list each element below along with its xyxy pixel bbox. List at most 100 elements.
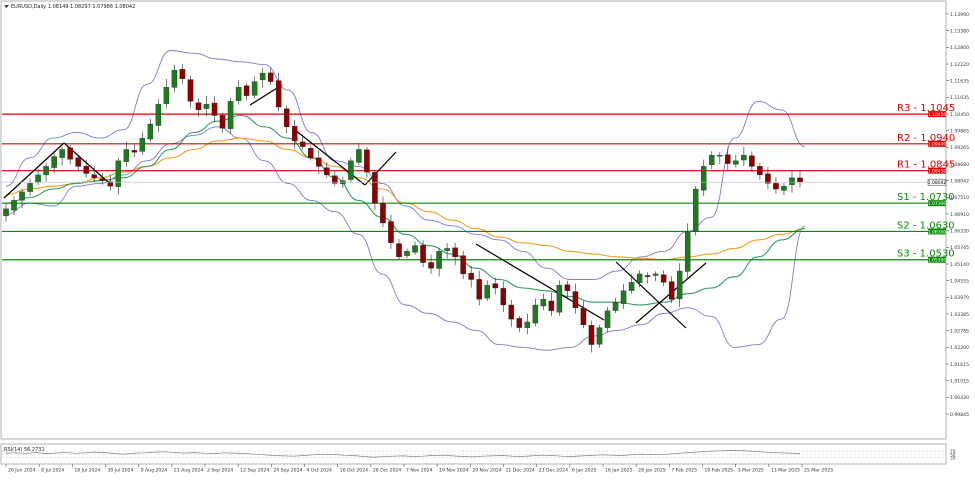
y-tick-label-16: 1.04555 bbox=[950, 278, 969, 284]
x-tick-label-23: 13 Mar 2025 bbox=[771, 468, 800, 474]
x-tick-label-14: 29 Nov 2024 bbox=[472, 468, 501, 474]
candle-body-35 bbox=[283, 108, 290, 127]
symbol-header: EURUSD,Daily 1.08149 1.08297 1.07986 1.0… bbox=[11, 4, 135, 10]
candle-body-55 bbox=[444, 248, 450, 251]
candle-body-91 bbox=[733, 160, 739, 165]
y-tick-label-19: 1.02785 bbox=[950, 328, 969, 334]
candle-body-72 bbox=[580, 308, 587, 325]
candle-body-86 bbox=[692, 188, 699, 232]
y-tick-label-17: 1.03970 bbox=[950, 295, 969, 301]
candle-body-1 bbox=[11, 200, 17, 211]
level-label-0: R3 - 1.1045 bbox=[897, 103, 955, 114]
rsi-label: RSI(14) 56.2731 bbox=[4, 447, 45, 453]
candle-body-7 bbox=[59, 149, 65, 158]
level-label-1: R2 - 1.0940 bbox=[897, 133, 955, 144]
x-tick-label-13: 19 Nov 2024 bbox=[439, 468, 468, 474]
candle-body-96 bbox=[773, 183, 779, 190]
candle-body-69 bbox=[556, 285, 563, 313]
candle-body-71 bbox=[572, 291, 579, 308]
y-tick-label-15: 1.05140 bbox=[950, 262, 969, 268]
x-tick-label-9: 4 Oct 2024 bbox=[307, 468, 333, 474]
level-price-tag-4 bbox=[928, 228, 946, 235]
candle-body-24 bbox=[195, 102, 202, 111]
candle-body-41 bbox=[332, 175, 338, 184]
candle-body-4 bbox=[35, 174, 41, 183]
trendlines bbox=[3, 84, 707, 329]
candle-body-30 bbox=[243, 85, 250, 96]
rsi-level-label-1: 50 bbox=[950, 452, 956, 458]
trendline-4 bbox=[364, 151, 397, 186]
x-tick-label-19: 28 Jan 2025 bbox=[638, 468, 666, 474]
candle-body-54 bbox=[436, 251, 442, 269]
candle-body-78 bbox=[628, 282, 635, 291]
candle-body-29 bbox=[235, 87, 242, 101]
y-tick-label-14: 1.05745 bbox=[950, 245, 969, 251]
candle-body-62 bbox=[500, 288, 507, 306]
x-tick-label-17: 6 Jan 2025 bbox=[572, 468, 597, 474]
level-price-tag-0 bbox=[928, 111, 946, 118]
time-axis: 26 Jun 2024 8 Jul 2024 18 Jul 2024 30 Jul 2… bbox=[5, 464, 833, 474]
level-label-3: S1 - 1.0730 bbox=[897, 192, 955, 203]
y-tick-label-0: 1.13990 bbox=[950, 12, 969, 18]
candle-body-98 bbox=[789, 177, 795, 185]
candle-body-33 bbox=[267, 72, 274, 82]
candle-body-43 bbox=[348, 160, 354, 180]
candle-body-14 bbox=[115, 160, 122, 187]
candle-body-66 bbox=[532, 304, 539, 324]
candle-body-68 bbox=[548, 300, 555, 311]
x-tick-label-16: 23 Dec 2024 bbox=[539, 468, 568, 474]
candle-body-12 bbox=[99, 178, 105, 181]
x-tick-label-15: 11 Dec 2024 bbox=[506, 468, 535, 474]
candle-body-39 bbox=[316, 157, 322, 167]
level-price-tag-text-0: 1.10450 bbox=[928, 112, 947, 118]
candle-body-81 bbox=[652, 273, 659, 276]
candle-body-20 bbox=[163, 87, 170, 104]
candle-body-45 bbox=[364, 149, 370, 173]
candle-body-73 bbox=[588, 325, 595, 345]
y-tick-label-8: 1.09265 bbox=[950, 145, 969, 151]
candle-body-76 bbox=[612, 302, 619, 311]
candlesticks bbox=[3, 64, 803, 353]
candle-body-22 bbox=[179, 68, 186, 79]
candle-body-28 bbox=[227, 101, 234, 129]
candle-body-64 bbox=[516, 318, 523, 328]
y-tick-label-2: 1.12800 bbox=[950, 45, 969, 51]
x-tick-label-0: 26 Jun 2024 bbox=[8, 468, 36, 474]
level-label-5: S3 - 1.0530 bbox=[897, 249, 955, 260]
y-tick-label-5: 1.11035 bbox=[950, 95, 969, 101]
candle-body-67 bbox=[540, 299, 547, 307]
level-price-tag-2 bbox=[928, 167, 946, 174]
x-tick-label-12: 7 Nov 2024 bbox=[406, 468, 433, 474]
x-tick-label-2: 18 Jul 2024 bbox=[74, 468, 100, 474]
y-tick-label-4: 1.11635 bbox=[950, 78, 969, 84]
candle-body-93 bbox=[749, 155, 755, 167]
header-triangle-icon bbox=[4, 5, 9, 9]
rsi-line bbox=[5, 450, 801, 458]
y-tick-label-22: 1.01015 bbox=[950, 378, 969, 384]
y-tick-label-20: 1.02200 bbox=[950, 345, 969, 351]
y-tick-label-1: 1.13380 bbox=[950, 28, 969, 34]
y-tick-label-24: 0.99845 bbox=[950, 412, 969, 418]
candle-body-5 bbox=[43, 166, 49, 176]
y-tick-label-7: 1.09865 bbox=[950, 128, 969, 134]
y-tick-label-11: 1.07510 bbox=[950, 195, 969, 201]
x-tick-label-7: 12 Sep 2024 bbox=[240, 468, 269, 474]
rsi-plot-frame bbox=[0, 443, 947, 465]
x-tick-label-11: 28 Oct 2024 bbox=[373, 468, 401, 474]
candle-body-49 bbox=[396, 243, 402, 258]
candle-body-99 bbox=[797, 177, 803, 183]
candle-body-84 bbox=[676, 270, 683, 300]
candle-body-47 bbox=[380, 203, 386, 224]
candle-body-38 bbox=[308, 148, 314, 159]
candle-body-48 bbox=[388, 221, 394, 243]
bollinger-upper-band bbox=[5, 50, 806, 280]
candle-body-40 bbox=[324, 167, 330, 176]
candle-body-51 bbox=[412, 245, 418, 253]
trendline-6 bbox=[615, 261, 687, 329]
candle-body-21 bbox=[171, 70, 178, 88]
candle-body-63 bbox=[508, 304, 515, 320]
